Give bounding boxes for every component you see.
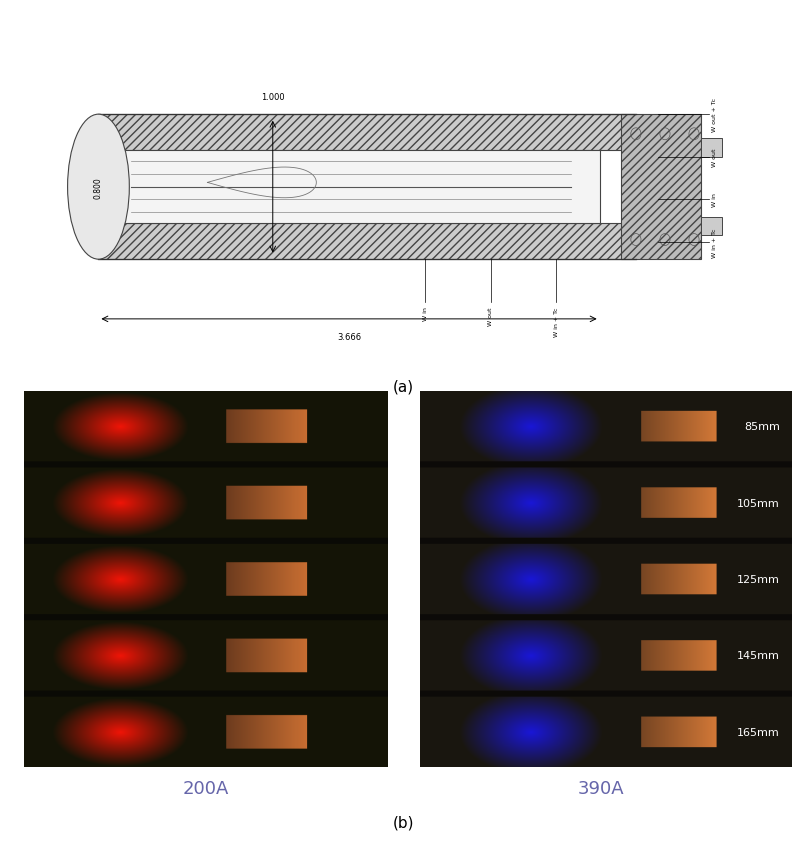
Text: 390A: 390A xyxy=(578,779,625,797)
Bar xyxy=(701,139,721,158)
Text: 165mm: 165mm xyxy=(737,727,780,737)
Text: W in: W in xyxy=(713,193,717,207)
Text: W out: W out xyxy=(713,148,717,167)
Ellipse shape xyxy=(68,115,129,260)
Text: 3.666: 3.666 xyxy=(337,332,361,342)
Text: 125mm: 125mm xyxy=(737,574,780,584)
Text: 0.800: 0.800 xyxy=(94,176,103,199)
Text: W out + Tc: W out + Tc xyxy=(713,98,717,132)
Text: 1.000: 1.000 xyxy=(261,93,285,102)
Text: W in + Tc: W in + Tc xyxy=(554,307,558,337)
Bar xyxy=(701,217,721,236)
Text: (b): (b) xyxy=(393,815,414,830)
Text: 105mm: 105mm xyxy=(737,498,780,508)
Bar xyxy=(98,152,600,224)
Bar xyxy=(621,115,701,260)
Text: W out: W out xyxy=(488,307,493,325)
Text: W in: W in xyxy=(423,307,428,320)
Text: 145mm: 145mm xyxy=(737,651,780,660)
Text: 85mm: 85mm xyxy=(744,422,780,432)
Text: (a): (a) xyxy=(393,379,414,394)
Bar xyxy=(98,115,636,152)
Bar xyxy=(98,224,636,260)
Text: W in + Tc: W in + Tc xyxy=(713,228,717,257)
Text: 200A: 200A xyxy=(182,779,229,797)
